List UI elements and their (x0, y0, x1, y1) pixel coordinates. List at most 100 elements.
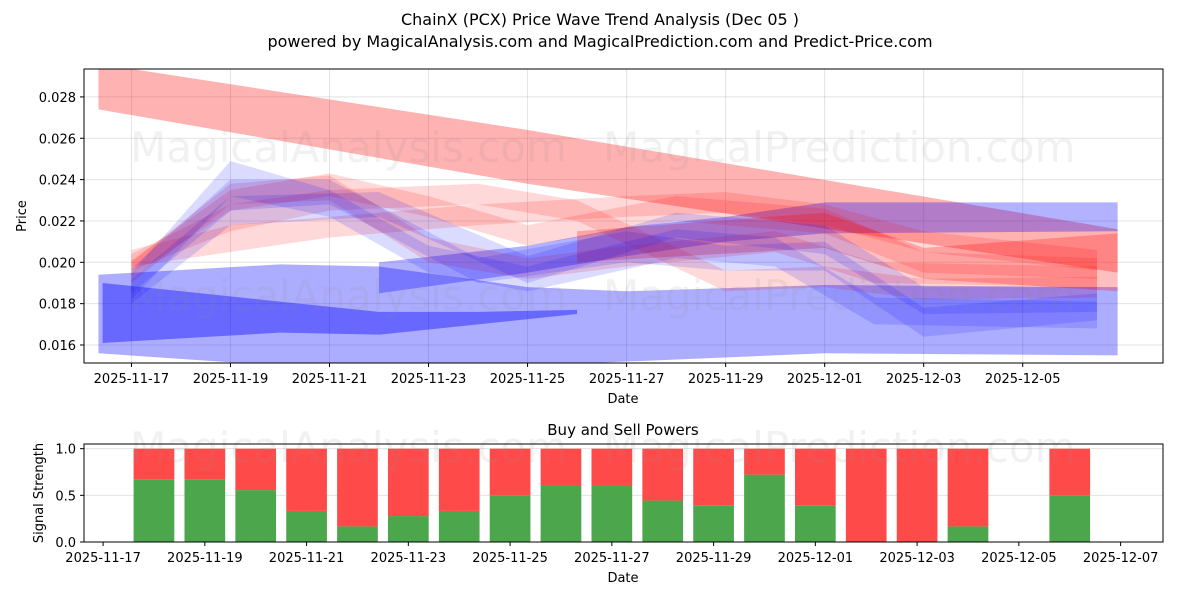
x-tick-label: 2025-11-17 (65, 551, 141, 566)
watermark: MagicalAnalysis.com (130, 271, 567, 320)
x-tick-label: 2025-11-19 (167, 551, 243, 566)
main-y-label: Price (15, 200, 30, 232)
buy-bar (693, 505, 734, 542)
x-tick-label: 2025-11-19 (193, 372, 269, 387)
y-tick-label: 0.024 (39, 174, 76, 189)
bar-plot-frame (83, 443, 1164, 543)
main-watermarks: MagicalAnalysis.com MagicalPrediction.com… (130, 123, 1076, 320)
x-tick-label: 2025-12-05 (985, 372, 1061, 387)
sell-bar (184, 448, 226, 480)
blue-wave-band (131, 161, 1097, 329)
bar-axes: 2025-11-17 2025-11-19 2025-11-21 2025-11-23… (55, 443, 1164, 566)
x-tick-label: 2025-11-23 (391, 372, 467, 387)
red-wave-band (131, 173, 1097, 279)
sell-bar (947, 448, 989, 527)
bar-x-label: Date (607, 571, 638, 586)
sell-bar (845, 448, 887, 542)
red-wave-band (131, 192, 1097, 271)
y-tick-label: 0.022 (39, 215, 76, 230)
sell-bar (489, 448, 531, 496)
sell-bar (591, 448, 633, 485)
x-tick-label: 2025-11-29 (688, 372, 764, 387)
buy-bar (642, 500, 684, 542)
buy-bar (1049, 495, 1091, 542)
x-tick-label: 2025-11-25 (490, 372, 566, 387)
bar-chart-title: Buy and Sell Powers (547, 421, 699, 439)
y-tick-label: 1.0 (55, 443, 76, 458)
sell-bar (744, 448, 785, 475)
y-tick-label: 0.026 (39, 132, 76, 147)
red-wave-band (131, 183, 1097, 300)
main-bands (98, 69, 1118, 363)
sell-bar (235, 448, 277, 491)
red-wave-band (131, 175, 1097, 288)
red-wave-band (98, 69, 1118, 273)
sell-bar (540, 448, 582, 485)
buy-bar (540, 484, 582, 542)
main-x-label: Date (607, 392, 638, 407)
y-tick-label: 0.0 (55, 536, 76, 551)
sell-bar (896, 448, 938, 542)
x-tick-label: 2025-11-23 (371, 551, 447, 566)
buy-bar (387, 516, 429, 542)
watermark: MagicalPrediction.com (603, 423, 1076, 472)
x-tick-label: 2025-12-03 (879, 551, 955, 566)
x-tick-label: 2025-12-05 (981, 551, 1057, 566)
sell-bar (438, 448, 480, 511)
watermark: MagicalPrediction.com (603, 123, 1076, 172)
blue-wave-band (102, 282, 578, 343)
y-tick-label: 0.028 (39, 91, 76, 106)
sell-bar (642, 448, 684, 501)
blue-wave-band (131, 179, 1097, 337)
main-grid (84, 69, 1163, 363)
watermark: MagicalPrediction.com (603, 271, 1076, 320)
blue-wave-band (131, 192, 1097, 314)
buy-bar (337, 526, 378, 542)
y-tick-label: 0.018 (39, 298, 76, 313)
x-tick-label: 2025-12-07 (1083, 551, 1159, 566)
bar-marks (133, 448, 1091, 542)
bar-watermarks: MagicalAnalysis.com MagicalPrediction.com (130, 423, 1076, 472)
x-tick-label: 2025-11-27 (589, 372, 665, 387)
x-tick-label: 2025-11-29 (676, 551, 752, 566)
watermark: MagicalAnalysis.com (130, 423, 567, 472)
buy-bar (489, 495, 531, 542)
sell-bar (794, 448, 836, 506)
buy-bar (133, 479, 175, 542)
blue-wave-band (379, 202, 1118, 294)
watermark: MagicalAnalysis.com (130, 123, 567, 172)
sell-bar (1049, 448, 1091, 496)
blue-wave-band (98, 264, 1118, 363)
sell-bar (286, 448, 327, 511)
x-tick-label: 2025-11-25 (472, 551, 548, 566)
buy-bar (184, 479, 226, 542)
main-axes: 2025-11-17 2025-11-19 2025-11-21 2025-11-23… (39, 68, 1164, 387)
red-wave-band (577, 212, 1118, 292)
y-tick-label: 0.016 (39, 339, 76, 354)
x-tick-label: 2025-12-01 (778, 551, 854, 566)
buy-bar (438, 510, 480, 542)
y-tick-label: 0.020 (39, 256, 76, 271)
x-tick-label: 2025-11-21 (292, 372, 368, 387)
x-tick-label: 2025-12-01 (787, 372, 863, 387)
buy-bar (591, 484, 633, 542)
buy-bar (744, 474, 785, 542)
sell-bar (387, 448, 429, 517)
x-tick-label: 2025-11-21 (269, 551, 345, 566)
chart-title: ChainX (PCX) Price Wave Trend Analysis (… (401, 10, 799, 29)
sell-bar (133, 448, 175, 480)
buy-bar (947, 526, 989, 542)
sell-bar (337, 448, 378, 527)
x-tick-label: 2025-11-27 (574, 551, 650, 566)
buy-bar (794, 505, 836, 542)
sell-bar (693, 448, 734, 506)
bar-y-label: Signal Strength (32, 443, 47, 543)
x-tick-label: 2025-12-03 (886, 372, 962, 387)
buy-bar (286, 510, 327, 542)
buy-bar (235, 490, 277, 542)
chart-subtitle: powered by MagicalAnalysis.com and Magic… (267, 32, 932, 51)
x-tick-label: 2025-11-17 (94, 372, 170, 387)
y-tick-label: 0.5 (55, 489, 76, 504)
